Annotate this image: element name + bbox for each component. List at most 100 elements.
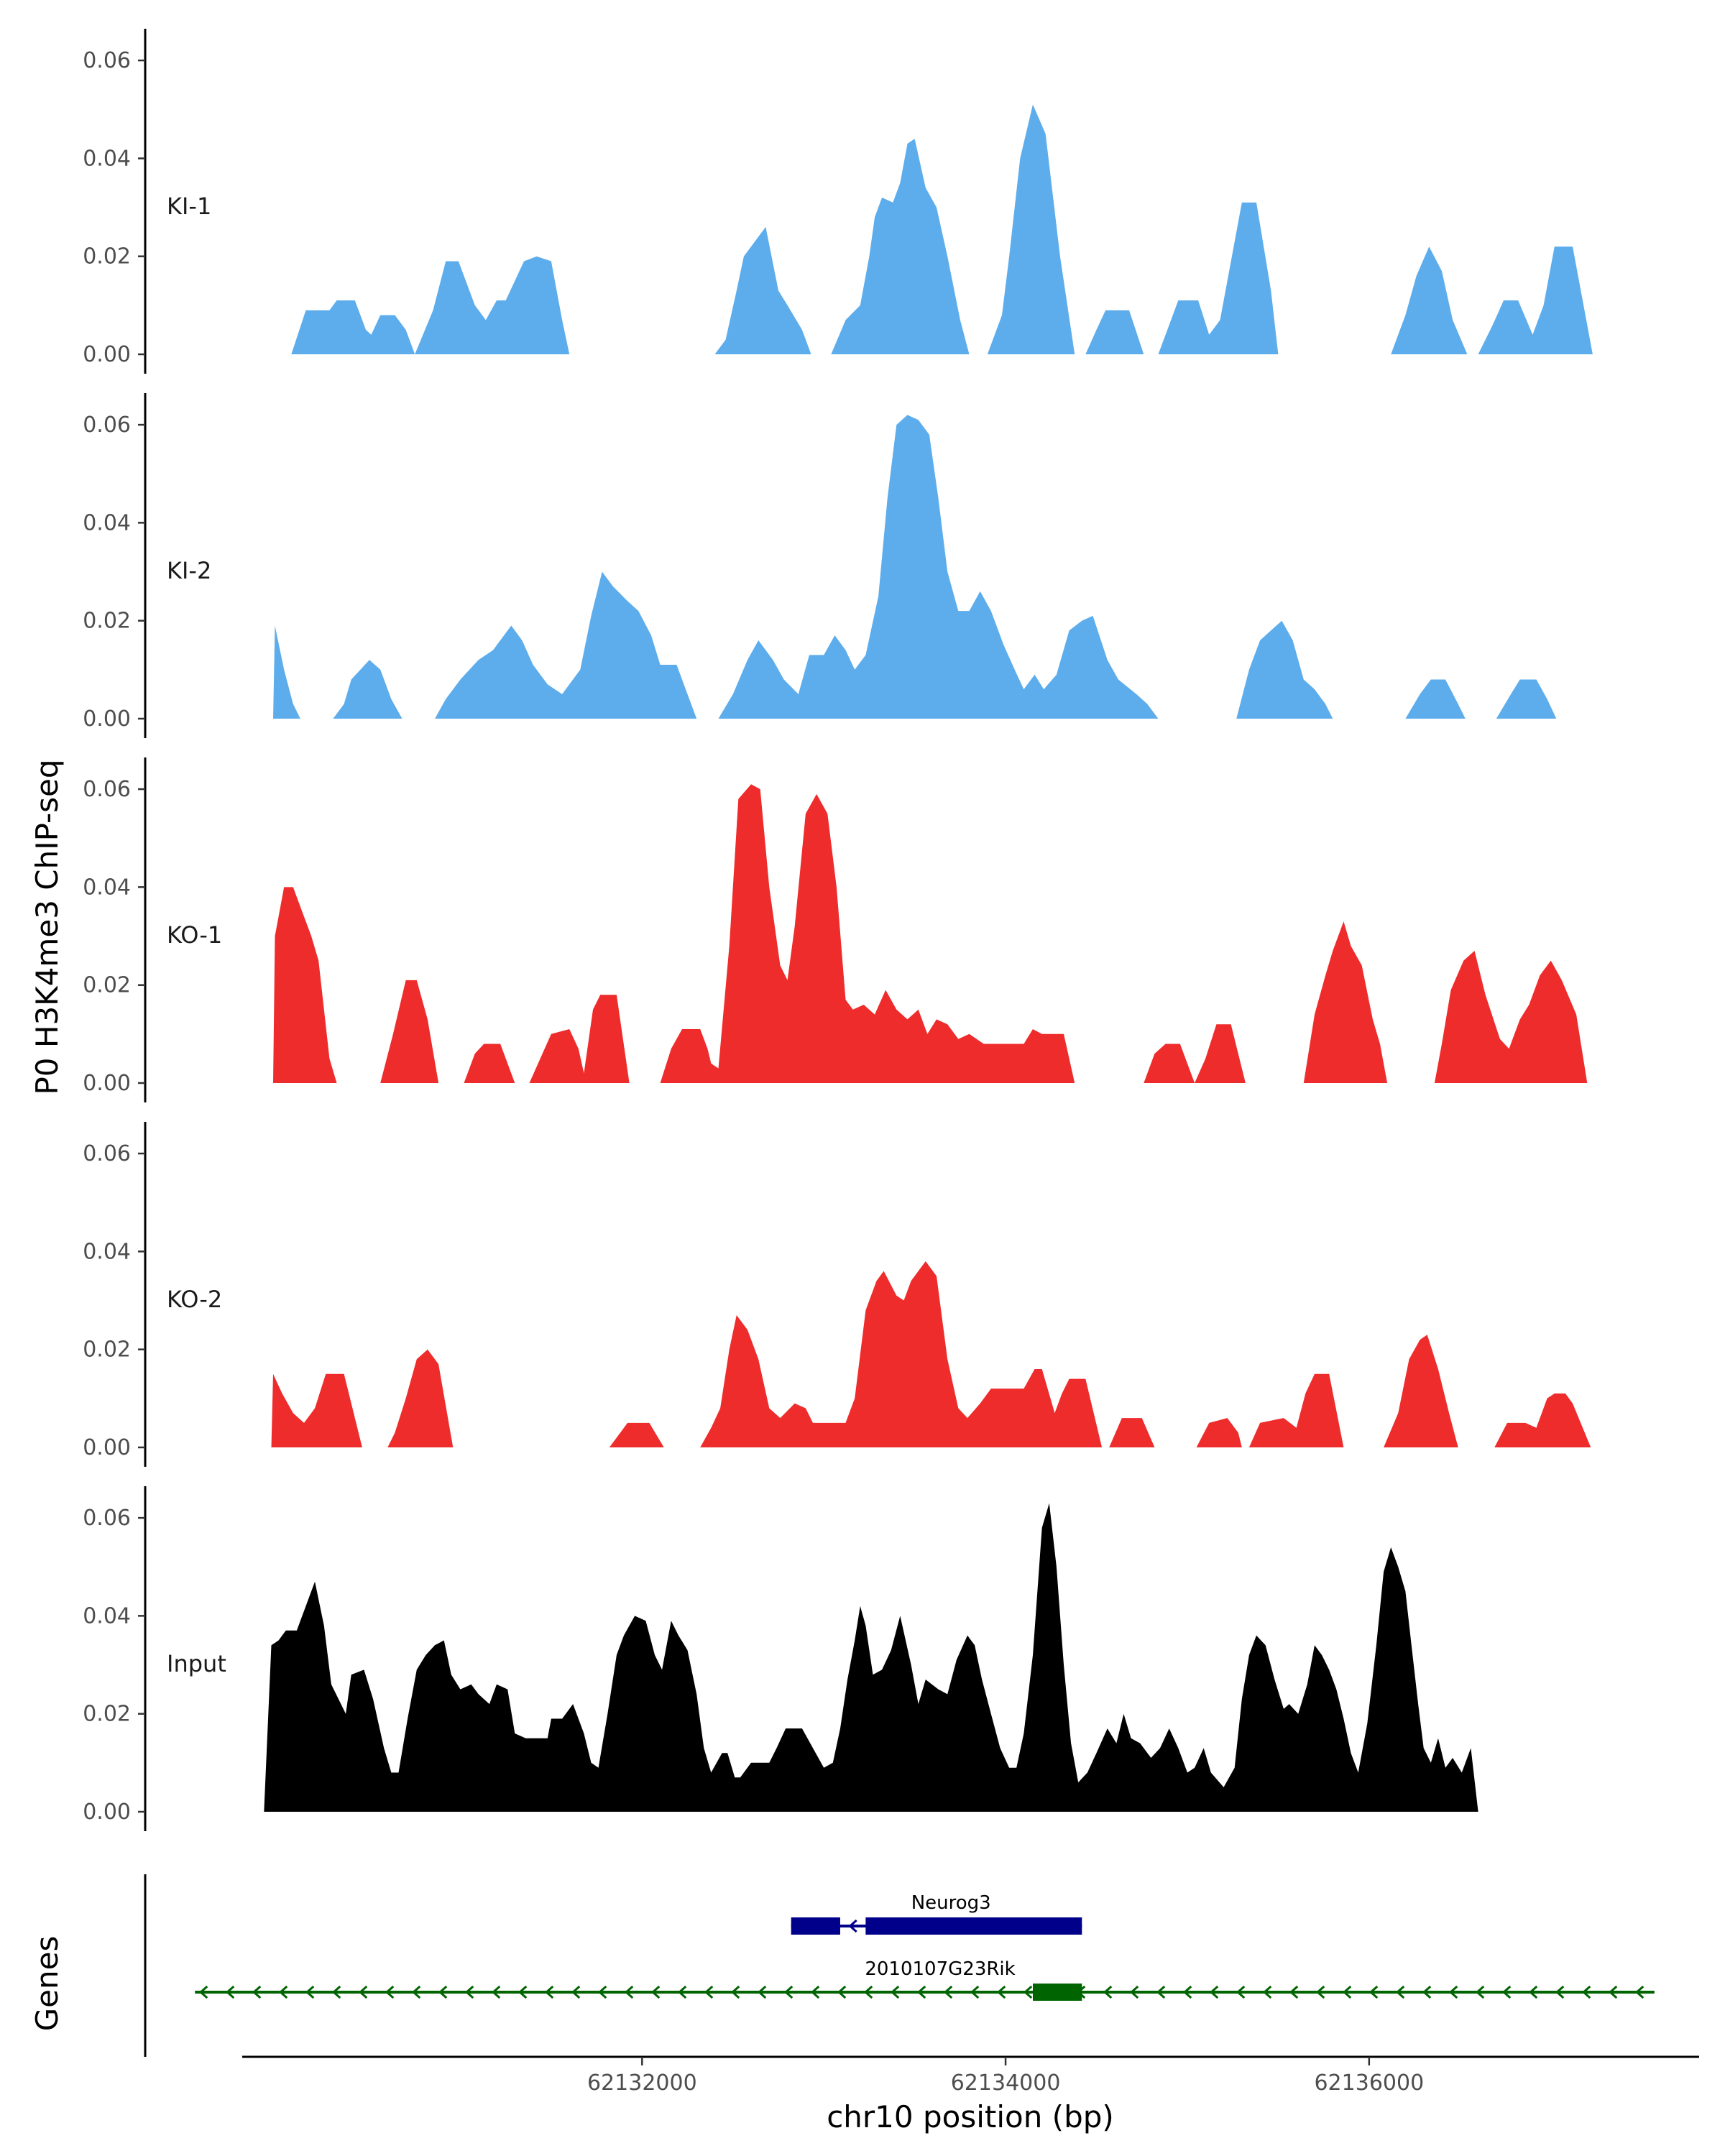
strand-arrow <box>1422 1985 1432 1999</box>
y-tick-label: 0.04 <box>83 146 131 171</box>
y-tick-label: 0.02 <box>83 609 131 634</box>
track-ki-1: 0.00 0.02 0.04 0.06 KI-1 <box>83 29 1593 374</box>
exon-block <box>791 1917 840 1935</box>
strand-arrow <box>1608 1985 1618 1999</box>
strand-arrow <box>1103 1985 1113 1999</box>
strand-arrow <box>1156 1985 1166 1999</box>
strand-arrow <box>358 1985 368 1999</box>
track-input: 0.00 0.02 0.04 0.06 Input <box>83 1486 1478 1831</box>
y-tick-label: 0.00 <box>83 1800 131 1825</box>
y-tick-label: 0.00 <box>83 1435 131 1460</box>
strand-arrow <box>225 1985 235 1999</box>
exon-block <box>1033 1984 1082 2001</box>
signal-area-ko-1 <box>273 784 1588 1083</box>
gene-label: Neurog3 <box>911 1892 991 1914</box>
strand-arrow <box>757 1985 767 1999</box>
strand-arrow <box>1289 1985 1299 1999</box>
signal-area-ko-2 <box>271 1261 1591 1447</box>
y-tick-label: 0.06 <box>83 48 131 73</box>
strand-arrow <box>996 1985 1006 1999</box>
track-label: KI-1 <box>167 193 211 220</box>
strand-arrow <box>518 1985 528 1999</box>
strand-arrow <box>1342 1985 1352 1999</box>
y-axis-title: P0 H3K4me3 ChIP-seq <box>29 759 65 1095</box>
track-label: KO-2 <box>167 1286 222 1313</box>
strand-arrow <box>305 1985 315 1999</box>
strand-arrow <box>650 1985 661 1999</box>
x-tick-label: 62136000 <box>1314 2070 1424 2096</box>
strand-arrow <box>1528 1985 1538 1999</box>
strand-arrow <box>1129 1985 1139 1999</box>
y-tick-label: 0.02 <box>83 244 131 270</box>
strand-arrow <box>385 1985 395 1999</box>
track-label: KI-2 <box>167 557 211 584</box>
strand-arrow <box>1501 1985 1512 1999</box>
signal-area-ki-2 <box>273 415 1557 719</box>
strand-arrow <box>624 1985 634 1999</box>
gene-label: 2010107G23Rik <box>865 1958 1015 1980</box>
strand-arrow <box>890 1985 900 1999</box>
genes-panel: 62132000 62134000 62136000 Neurog3 2010107G2… <box>144 1874 1699 2096</box>
track-label: Input <box>167 1650 226 1677</box>
strand-arrow <box>1368 1985 1379 1999</box>
track-ko-2: 0.00 0.02 0.04 0.06 KO-2 <box>83 1122 1591 1467</box>
strand-arrow <box>198 1985 208 1999</box>
strand-arrow <box>1634 1985 1644 1999</box>
strand-arrow <box>1315 1985 1325 1999</box>
strand-arrow <box>943 1985 953 1999</box>
y-tick-label: 0.02 <box>83 1702 131 1727</box>
signal-area-input <box>264 1503 1478 1812</box>
strand-arrow <box>1262 1985 1272 1999</box>
strand-arrow <box>704 1985 714 1999</box>
strand-arrow <box>848 1919 857 1933</box>
exon-block <box>865 1917 1082 1935</box>
y-tick-label: 0.00 <box>83 342 131 367</box>
strand-arrow <box>1581 1985 1591 1999</box>
y-tick-label: 0.06 <box>83 413 131 438</box>
y-tick-label: 0.06 <box>83 777 131 802</box>
gene-2010107g23rik: 2010107G23Rik <box>195 1958 1655 2001</box>
x-tick-label: 62132000 <box>587 2070 697 2096</box>
strand-arrow <box>730 1985 740 1999</box>
strand-arrow <box>1209 1985 1219 1999</box>
strand-arrow <box>438 1985 448 1999</box>
strand-arrow <box>863 1985 873 1999</box>
strand-arrow <box>1395 1985 1405 1999</box>
strand-arrow <box>837 1985 847 1999</box>
y-tick-label: 0.04 <box>83 1239 131 1264</box>
y-tick-label: 0.04 <box>83 1603 131 1628</box>
strand-arrow <box>1475 1985 1485 1999</box>
track-label: KO-1 <box>167 921 222 949</box>
strand-arrow <box>331 1985 341 1999</box>
strand-arrow <box>970 1985 980 1999</box>
strand-arrow <box>464 1985 474 1999</box>
strand-arrow <box>278 1985 288 1999</box>
y-tick-label: 0.04 <box>83 875 131 900</box>
y-tick-label: 0.00 <box>83 1071 131 1096</box>
genes-axis-title: Genes <box>29 1936 65 2032</box>
strand-arrow <box>1448 1985 1458 1999</box>
strand-arrow <box>783 1985 794 1999</box>
strand-arrow <box>810 1985 820 1999</box>
strand-arrow <box>1182 1985 1192 1999</box>
signal-tracks: 0.00 0.02 0.04 0.06 KI-1 0.00 0.02 0.04 0.06 KI-2… <box>83 29 1593 1831</box>
y-tick-label: 0.04 <box>83 510 131 535</box>
strand-arrow <box>1023 1985 1033 1999</box>
strand-arrow <box>1555 1985 1565 1999</box>
strand-arrow <box>916 1985 926 1999</box>
y-tick-label: 0.06 <box>83 1506 131 1531</box>
y-tick-label: 0.02 <box>83 1337 131 1363</box>
signal-area-ki-1 <box>291 104 1593 354</box>
strand-arrow <box>411 1985 421 1999</box>
strand-arrow <box>597 1985 607 1999</box>
strand-arrow <box>252 1985 262 1999</box>
track-ki-2: 0.00 0.02 0.04 0.06 KI-2 <box>83 393 1557 738</box>
strand-arrow <box>491 1985 501 1999</box>
x-axis-title: chr10 position (bp) <box>827 2099 1114 2134</box>
y-tick-label: 0.06 <box>83 1141 131 1166</box>
track-ko-1: 0.00 0.02 0.04 0.06 KO-1 <box>83 757 1588 1102</box>
gene-neurog3: Neurog3 <box>791 1892 1082 1935</box>
strand-arrow <box>677 1985 687 1999</box>
y-tick-label: 0.02 <box>83 973 131 998</box>
